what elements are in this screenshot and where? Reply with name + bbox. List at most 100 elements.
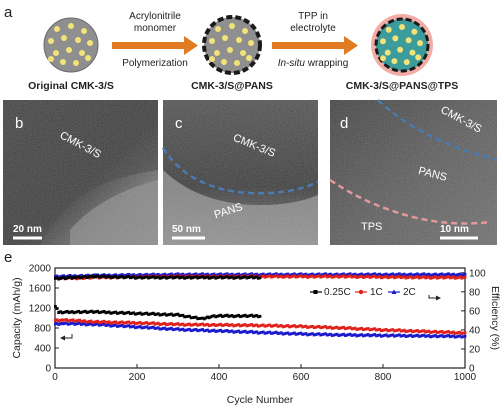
point-0.25C-capacity (57, 310, 61, 314)
point-0.25C-efficiency (79, 276, 82, 280)
point-1C-efficiency (432, 275, 436, 279)
point-2C-capacity (409, 333, 413, 337)
point-1C-capacity (273, 324, 277, 327)
point-0.25C-capacity (245, 315, 249, 318)
point-2C-efficiency (455, 273, 459, 277)
point-2C-efficiency (461, 273, 465, 277)
point-0.25C-capacity (255, 314, 259, 317)
point-2C-efficiency (288, 273, 291, 277)
point-2C-capacity (178, 328, 182, 332)
point-1C-capacity (375, 328, 378, 332)
point-0.25C-efficiency (130, 275, 134, 279)
point-2C-capacity (306, 333, 309, 337)
sphere-pans (202, 15, 262, 75)
chart-marks (54, 272, 467, 339)
point-0.25C-efficiency (143, 275, 147, 279)
point-1C-capacity (88, 320, 91, 323)
point-0.25C-efficiency (240, 276, 244, 280)
point-2C-capacity (58, 322, 62, 326)
point-2C-efficiency (383, 273, 387, 276)
point-0.25C-capacity (196, 317, 200, 321)
point-1C-capacity (209, 323, 213, 327)
point-2C-capacity (79, 323, 83, 326)
point-2C-capacity (270, 332, 273, 335)
point-2C-efficiency (414, 272, 418, 276)
point-2C-efficiency (311, 272, 314, 276)
point-2C-efficiency (109, 274, 113, 278)
point-2C-efficiency (245, 273, 249, 277)
point-1C-efficiency (398, 274, 401, 278)
point-2C-efficiency (388, 273, 391, 277)
point-2C-efficiency (293, 272, 296, 276)
point-0.25C-capacity (106, 310, 109, 314)
point-2C-capacity (365, 333, 368, 337)
point-2C-capacity (256, 331, 260, 335)
point-2C-efficiency (256, 274, 260, 277)
point-2C-capacity (255, 330, 259, 334)
tem-panel-b (3, 100, 158, 245)
point-2C-efficiency (72, 274, 75, 278)
point-2C-capacity (66, 322, 70, 326)
point-1C-capacity (452, 330, 455, 334)
point-0.25C-efficiency (206, 275, 209, 279)
point-2C-capacity (193, 328, 196, 332)
point-2C-efficiency (279, 272, 283, 276)
point-0.25C-capacity (242, 314, 245, 318)
point-2C-efficiency (153, 273, 157, 277)
point-1C-capacity (204, 323, 208, 327)
panel-label-e: e (4, 249, 12, 266)
point-2C-efficiency (309, 273, 313, 276)
point-2C-efficiency (389, 272, 393, 276)
point-2C-efficiency (412, 273, 416, 277)
point-1C-capacity (57, 319, 61, 323)
point-0.25C-efficiency (197, 276, 201, 279)
point-0.25C-efficiency (109, 276, 113, 280)
tem-panel-d (329, 99, 498, 245)
point-0.25C-efficiency (253, 276, 257, 279)
point-0.25C-capacity (194, 315, 198, 319)
point-1C-capacity (445, 330, 449, 334)
point-0.25C-capacity (97, 311, 101, 315)
point-1C-capacity (170, 322, 173, 325)
point-2C-capacity (158, 327, 162, 331)
point-1C-capacity (61, 318, 65, 322)
point-2C-capacity (404, 335, 408, 338)
point-0.25C-capacity (104, 311, 108, 315)
point-1C-capacity (407, 329, 411, 333)
point-2C-capacity (57, 323, 61, 326)
caption-pans: CMK-3/S@PANS (191, 80, 273, 92)
point-1C-capacity (71, 318, 75, 322)
scale-d: 10 nm (440, 224, 469, 235)
point-0.25C-efficiency (174, 275, 178, 279)
point-2C-capacity (78, 321, 81, 325)
point-0.25C-capacity (148, 312, 152, 316)
point-1C-capacity (361, 328, 365, 332)
point-2C-efficiency (314, 273, 318, 277)
point-1C-capacity (391, 328, 395, 331)
point-1C-capacity (143, 321, 147, 325)
tem-d-label3: TPS (361, 221, 382, 233)
sulfur-dot (411, 28, 418, 35)
point-1C-efficiency (406, 276, 409, 280)
point-2C-efficiency (194, 272, 198, 276)
point-1C-efficiency (273, 274, 277, 278)
point-0.25C-efficiency (90, 274, 94, 278)
point-1C-capacity (66, 319, 70, 323)
point-2C-efficiency (86, 273, 90, 277)
point-1C-capacity (183, 323, 186, 327)
sulfur-dot (380, 55, 386, 62)
point-1C-efficiency (304, 274, 308, 278)
point-0.25C-capacity (127, 310, 131, 314)
point-0.25C-efficiency (258, 276, 262, 280)
point-2C-capacity (230, 329, 234, 333)
point-2C-efficiency (202, 273, 206, 277)
point-2C-efficiency (327, 273, 331, 277)
point-2C-capacity (183, 329, 186, 332)
point-2C-capacity (316, 332, 319, 336)
point-0.25C-efficiency (70, 276, 74, 280)
point-0.25C-capacity (88, 310, 92, 313)
point-2C-capacity (86, 323, 90, 326)
point-2C-capacity (427, 334, 431, 337)
point-2C-capacity (332, 333, 336, 337)
point-1C-efficiency (329, 274, 332, 278)
